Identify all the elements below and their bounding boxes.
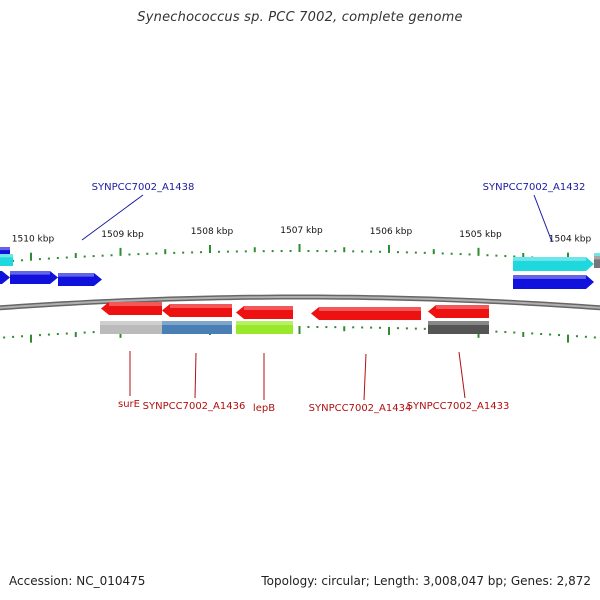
reverse-gene-lepb[interactable] <box>236 306 293 334</box>
callout-a1438-label: SYNPCC7002_A1438 <box>92 182 195 193</box>
scale-label: 1506 kbp <box>370 227 413 237</box>
forward-gene-shine <box>594 256 600 260</box>
forward-gene-synpcc7002_a1432[interactable] <box>513 257 594 271</box>
callout-a1436-leader <box>194 352 197 399</box>
callout-lepb-label: lepB <box>253 403 275 414</box>
reverse-gene-synpcc7002_a1434[interactable] <box>311 307 421 320</box>
lower-tick-ring <box>3 326 596 343</box>
forward-gene-arrow[interactable] <box>594 256 600 268</box>
genome-backbone <box>0 294 600 311</box>
reverse-gene-synpcc7002_a1436[interactable] <box>162 304 232 334</box>
callout-a1432-label: SYNPCC7002_A1432 <box>483 182 586 193</box>
reverse-gene-subtrack-shine <box>162 321 232 325</box>
forward-gene-arrow[interactable] <box>10 271 58 284</box>
reverse-gene-arrow[interactable] <box>236 306 293 319</box>
scale-label: 1510 kbp <box>12 235 55 245</box>
genome-summary: Topology: circular; Length: 3,008,047 bp… <box>261 574 591 588</box>
backbone-highlight <box>0 295 600 309</box>
scale-label: 1505 kbp <box>459 230 502 240</box>
callout-a1436-label: SYNPCC7002_A1436 <box>143 401 246 412</box>
reverse-gene-subtrack-shine <box>236 321 293 325</box>
reverse-gene-sure[interactable] <box>100 302 162 334</box>
callout-a1433-leader <box>458 351 466 399</box>
reverse-gene-arrow[interactable] <box>162 304 232 317</box>
forward-gene-arrow[interactable] <box>58 273 102 286</box>
scale-label: 1504 kbp <box>549 235 592 245</box>
callout-a1438-leader <box>81 194 144 241</box>
forward-gene-unnamed-1[interactable] <box>10 271 58 284</box>
forward-gene-shine <box>0 247 10 251</box>
reverse-gene-shine <box>436 305 489 309</box>
callout-a1433-label: SYNPCC7002_A1433 <box>407 401 510 412</box>
reverse-gene-subtrack[interactable] <box>236 321 293 334</box>
genome-title: Synechococcus sp. PCC 7002, complete gen… <box>137 10 463 25</box>
forward-gene-shine <box>58 273 94 277</box>
forward-gene-arrow[interactable] <box>0 271 10 284</box>
forward-gene-arrow[interactable] <box>513 275 594 289</box>
scale-label: 1509 kbp <box>101 230 144 240</box>
callout-sure-label: surE <box>118 399 140 410</box>
forward-gene-shine <box>10 271 50 275</box>
reverse-gene-shine <box>244 306 293 310</box>
reverse-gene-synpcc7002_a1433[interactable] <box>428 305 489 334</box>
reverse-gene-subtrack[interactable] <box>428 321 489 334</box>
reverse-gene-subtrack-shine <box>100 321 162 325</box>
forward-gene-shine <box>513 275 586 279</box>
forward-gene-unnamed-5[interactable] <box>513 275 594 289</box>
reverse-gene-subtrack[interactable] <box>162 321 232 334</box>
scale-labels: 1510 kbp 1509 kbp 1508 kbp 1507 kbp 1506 kbp… <box>12 226 592 245</box>
scale-label: 1508 kbp <box>191 227 234 237</box>
reverse-gene-subtrack-shine <box>428 321 489 325</box>
reverse-gene-shine <box>170 304 232 308</box>
accession-label: Accession: NC_010475 <box>9 574 146 588</box>
forward-gene-arrow[interactable] <box>513 257 594 271</box>
forward-gene-shine <box>0 254 13 258</box>
reverse-gene-arrow[interactable] <box>311 307 421 320</box>
reverse-gene-shine <box>319 307 421 311</box>
reverse-gene-subtrack[interactable] <box>100 321 162 334</box>
forward-strand-features[interactable] <box>0 247 600 289</box>
forward-gene-shine <box>594 253 600 257</box>
callout-a1434-leader <box>363 353 367 401</box>
reverse-gene-arrow[interactable] <box>101 302 162 315</box>
forward-gene-unnamed-3[interactable] <box>0 254 13 266</box>
scale-label: 1507 kbp <box>280 226 323 236</box>
forward-gene-unnamed-7[interactable] <box>594 256 600 268</box>
callout-a1434-label: SYNPCC7002_A1434 <box>309 403 412 414</box>
upper-tick-ring <box>3 244 596 263</box>
reverse-gene-shine <box>109 302 162 306</box>
callout-a1432-leader <box>533 194 553 243</box>
forward-gene-unnamed-2[interactable] <box>58 273 102 286</box>
forward-gene-edge-left[interactable] <box>0 271 10 284</box>
reverse-strand-features[interactable] <box>100 302 489 334</box>
forward-gene-shine <box>513 257 586 261</box>
reverse-gene-arrow[interactable] <box>428 305 489 318</box>
forward-gene-arrow[interactable] <box>0 254 13 266</box>
